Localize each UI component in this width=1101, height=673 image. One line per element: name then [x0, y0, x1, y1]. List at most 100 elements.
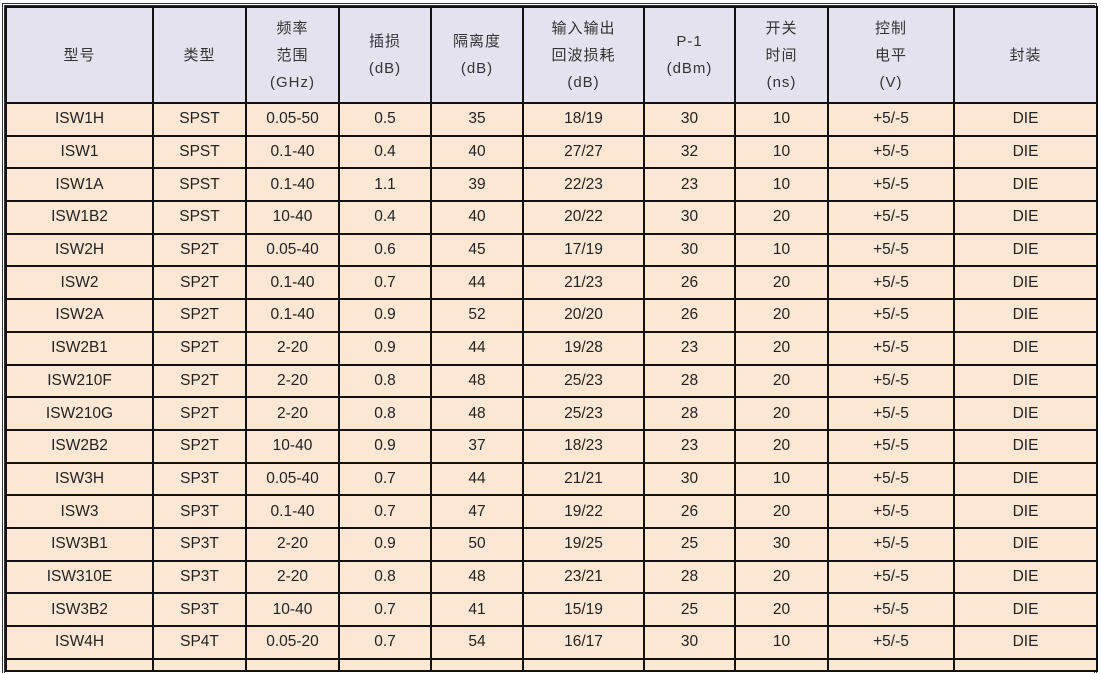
table-cell: 0.4 — [338, 200, 432, 235]
table-cell: 25 — [643, 592, 736, 627]
table-row: ISW2A SP2T 0.1-40 0.9 52 20/20 26 20 +5/-5 DIE — [5, 298, 1098, 333]
table-cell: 28 — [643, 559, 736, 595]
table-cell: 20 — [734, 363, 829, 399]
column-header: 隔离度 (dB) — [430, 6, 524, 104]
table-cell: ISW2H — [5, 232, 154, 268]
table-cell: 48 — [430, 396, 524, 431]
table-cell: 0.6 — [338, 232, 432, 268]
table-row: ISW3B1 SP3T 2-20 0.9 50 19/25 25 30 +5/-5 DIE — [5, 526, 1098, 562]
table-cell — [338, 657, 432, 672]
table-cell: 10 — [734, 167, 829, 203]
table-cell: 0.7 — [338, 461, 432, 497]
table-cell: 0.1-40 — [245, 298, 340, 333]
table-cell: 20 — [734, 494, 829, 529]
table-cell: 30 — [643, 232, 736, 268]
table-cell: 40 — [430, 200, 524, 235]
column-header: 封装 — [953, 6, 1098, 104]
table-row: ISW310E SP3T 2-20 0.8 48 23/21 28 20 +5/-5 DIE — [5, 559, 1098, 595]
table-cell: +5/-5 — [827, 232, 955, 268]
table-cell: DIE — [953, 592, 1098, 627]
table-cell: 30 — [643, 461, 736, 497]
table-cell: 28 — [643, 396, 736, 431]
table-cell: SP2T — [152, 265, 247, 301]
table-cell: 48 — [430, 559, 524, 595]
table-cell: 22/23 — [522, 167, 645, 203]
header-line: 输入输出 — [551, 19, 616, 37]
header-line: 电平 — [874, 46, 907, 64]
table-cell: ISW210G — [5, 396, 154, 431]
table-cell: ISW3H — [5, 461, 154, 497]
header-line: P-1 — [676, 33, 703, 50]
table-cell: +5/-5 — [827, 428, 955, 464]
table-cell: 45 — [430, 232, 524, 268]
header-line: (dB) — [567, 73, 600, 91]
table-cell: SPST — [152, 134, 247, 170]
table-cell: +5/-5 — [827, 298, 955, 333]
table-cell: 25/23 — [522, 396, 645, 431]
table-cell: 20/22 — [522, 200, 645, 235]
table-cell: 20 — [734, 330, 829, 366]
table-cell: SPST — [152, 200, 247, 235]
header-line: (dB) — [368, 60, 402, 77]
table-cell: 0.7 — [338, 625, 432, 660]
table-cell: +5/-5 — [827, 494, 955, 529]
table-cell: 40 — [430, 134, 524, 170]
table-cell: ISW2B2 — [5, 428, 154, 464]
table-cell: DIE — [953, 559, 1098, 595]
table-cell: 48 — [430, 363, 524, 399]
header-line: (dB) — [460, 60, 494, 77]
table-cell: DIE — [953, 298, 1098, 333]
table-cell: 0.05-50 — [245, 102, 340, 137]
table-cell: 37 — [430, 428, 524, 464]
table-cell: 0.05-20 — [245, 625, 340, 660]
table-cell: 26 — [643, 298, 736, 333]
table-cell: 18/19 — [522, 102, 645, 137]
table-cell: 30 — [643, 102, 736, 137]
table-cell: 0.1-40 — [245, 265, 340, 301]
table-cell: ISW310E — [5, 559, 154, 595]
table-row: ISW2B2 SP2T 10-40 0.9 37 18/23 23 20 +5/-5 DIE — [5, 428, 1098, 464]
table-cell: SP2T — [152, 330, 247, 366]
table-cell: ISW2 — [5, 265, 154, 301]
table-cell: +5/-5 — [827, 625, 955, 660]
column-header: 频率 范围 (GHz) — [245, 6, 340, 104]
table-cell: +5/-5 — [827, 592, 955, 627]
table-cell — [430, 657, 524, 672]
table-cell: 2-20 — [245, 363, 340, 399]
header-line: (V) — [879, 73, 903, 91]
table-cell: +5/-5 — [827, 167, 955, 203]
table-cell: 0.8 — [338, 363, 432, 399]
table-cell: 0.1-40 — [245, 134, 340, 170]
table-cell: ISW1 — [5, 134, 154, 170]
table-cell: ISW2A — [5, 298, 154, 333]
table-cell: +5/-5 — [827, 102, 955, 137]
table-cell: 35 — [430, 102, 524, 137]
table-cell — [152, 657, 247, 672]
table-cell: DIE — [953, 232, 1098, 268]
header-line: 回波损耗 — [551, 46, 616, 64]
table-cell: 10 — [734, 102, 829, 137]
header-line: 范围 — [276, 46, 309, 64]
table-cell: 1.1 — [338, 167, 432, 203]
table-cell: +5/-5 — [827, 396, 955, 431]
table-cell: 19/22 — [522, 494, 645, 529]
table-cell: SP2T — [152, 232, 247, 268]
table-row: ISW1H SPST 0.05-50 0.5 35 18/19 30 10 +5/-5 DIE — [5, 102, 1098, 137]
table-cell: 10 — [734, 134, 829, 170]
table-cell — [953, 657, 1098, 672]
table-cell: SP3T — [152, 559, 247, 595]
header-line: (GHz) — [270, 73, 315, 91]
table-row-partial — [5, 657, 1098, 672]
table-row: ISW4H SP4T 0.05-20 0.7 54 16/17 30 10 +5/-5 DIE — [5, 625, 1098, 660]
table-cell: SP3T — [152, 461, 247, 497]
table-cell: DIE — [953, 200, 1098, 235]
table-cell: 2-20 — [245, 559, 340, 595]
table-cell: 20 — [734, 265, 829, 301]
table-cell: +5/-5 — [827, 330, 955, 366]
table-cell: ISW4H — [5, 625, 154, 660]
table-cell: SP3T — [152, 494, 247, 529]
table-cell: 20 — [734, 200, 829, 235]
header-line: 型号 — [63, 46, 96, 64]
table-cell: ISW1B2 — [5, 200, 154, 235]
table-cell: 0.05-40 — [245, 232, 340, 268]
